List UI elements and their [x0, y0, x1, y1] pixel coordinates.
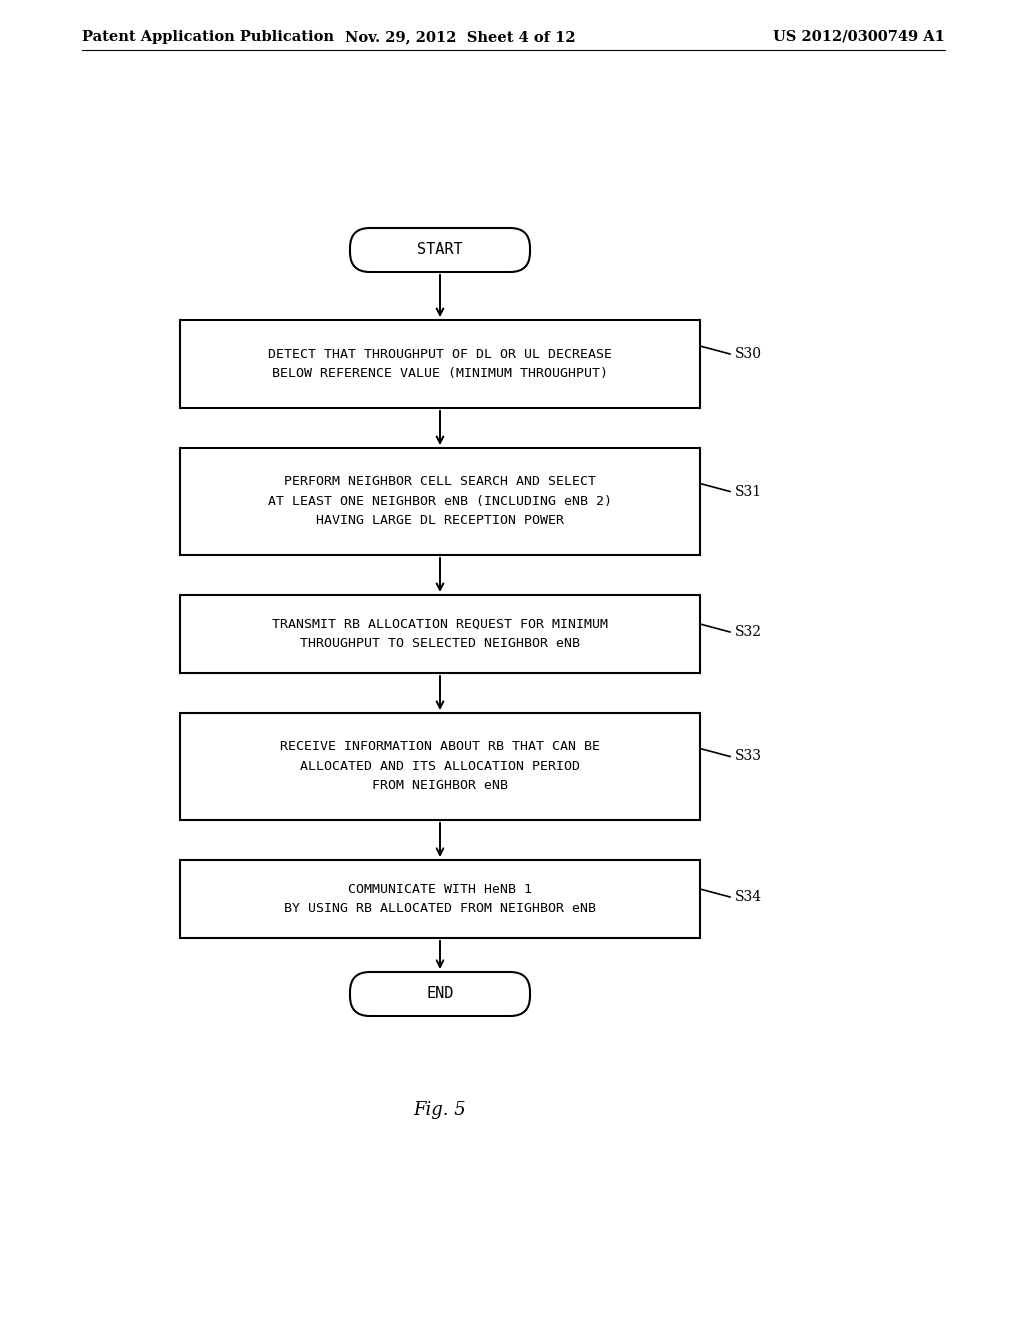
- Bar: [180, 595, 700, 673]
- Text: BELOW REFERENCE VALUE (MINIMUM THROUGHPUT): BELOW REFERENCE VALUE (MINIMUM THROUGHPU…: [272, 367, 608, 380]
- Text: PERFORM NEIGHBOR CELL SEARCH AND SELECT: PERFORM NEIGHBOR CELL SEARCH AND SELECT: [284, 475, 596, 488]
- Text: HAVING LARGE DL RECEPTION POWER: HAVING LARGE DL RECEPTION POWER: [316, 515, 564, 528]
- Bar: [180, 713, 700, 820]
- Text: FROM NEIGHBOR eNB: FROM NEIGHBOR eNB: [372, 780, 508, 792]
- Text: S32: S32: [735, 624, 762, 639]
- Text: COMMUNICATE WITH HeNB 1: COMMUNICATE WITH HeNB 1: [348, 883, 532, 896]
- Text: TRANSMIT RB ALLOCATION REQUEST FOR MINIMUM: TRANSMIT RB ALLOCATION REQUEST FOR MINIM…: [272, 618, 608, 631]
- Text: S30: S30: [735, 347, 762, 360]
- Text: Patent Application Publication: Patent Application Publication: [82, 30, 334, 44]
- Text: S31: S31: [735, 484, 762, 499]
- Text: S33: S33: [735, 750, 762, 763]
- Text: BY USING RB ALLOCATED FROM NEIGHBOR eNB: BY USING RB ALLOCATED FROM NEIGHBOR eNB: [284, 903, 596, 915]
- FancyBboxPatch shape: [350, 228, 530, 272]
- Text: START: START: [417, 243, 463, 257]
- Text: END: END: [426, 986, 454, 1002]
- Text: AT LEAST ONE NEIGHBOR eNB (INCLUDING eNB 2): AT LEAST ONE NEIGHBOR eNB (INCLUDING eNB…: [268, 495, 612, 508]
- Bar: [180, 861, 700, 939]
- Bar: [180, 447, 700, 554]
- Text: S34: S34: [735, 890, 762, 904]
- Text: US 2012/0300749 A1: US 2012/0300749 A1: [773, 30, 945, 44]
- Text: RECEIVE INFORMATION ABOUT RB THAT CAN BE: RECEIVE INFORMATION ABOUT RB THAT CAN BE: [280, 741, 600, 754]
- Bar: [180, 319, 700, 408]
- FancyBboxPatch shape: [350, 972, 530, 1016]
- Text: ALLOCATED AND ITS ALLOCATION PERIOD: ALLOCATED AND ITS ALLOCATION PERIOD: [300, 760, 580, 774]
- Text: Nov. 29, 2012  Sheet 4 of 12: Nov. 29, 2012 Sheet 4 of 12: [345, 30, 575, 44]
- Text: Fig. 5: Fig. 5: [414, 1101, 466, 1119]
- Text: THROUGHPUT TO SELECTED NEIGHBOR eNB: THROUGHPUT TO SELECTED NEIGHBOR eNB: [300, 638, 580, 651]
- Text: DETECT THAT THROUGHPUT OF DL OR UL DECREASE: DETECT THAT THROUGHPUT OF DL OR UL DECRE…: [268, 347, 612, 360]
